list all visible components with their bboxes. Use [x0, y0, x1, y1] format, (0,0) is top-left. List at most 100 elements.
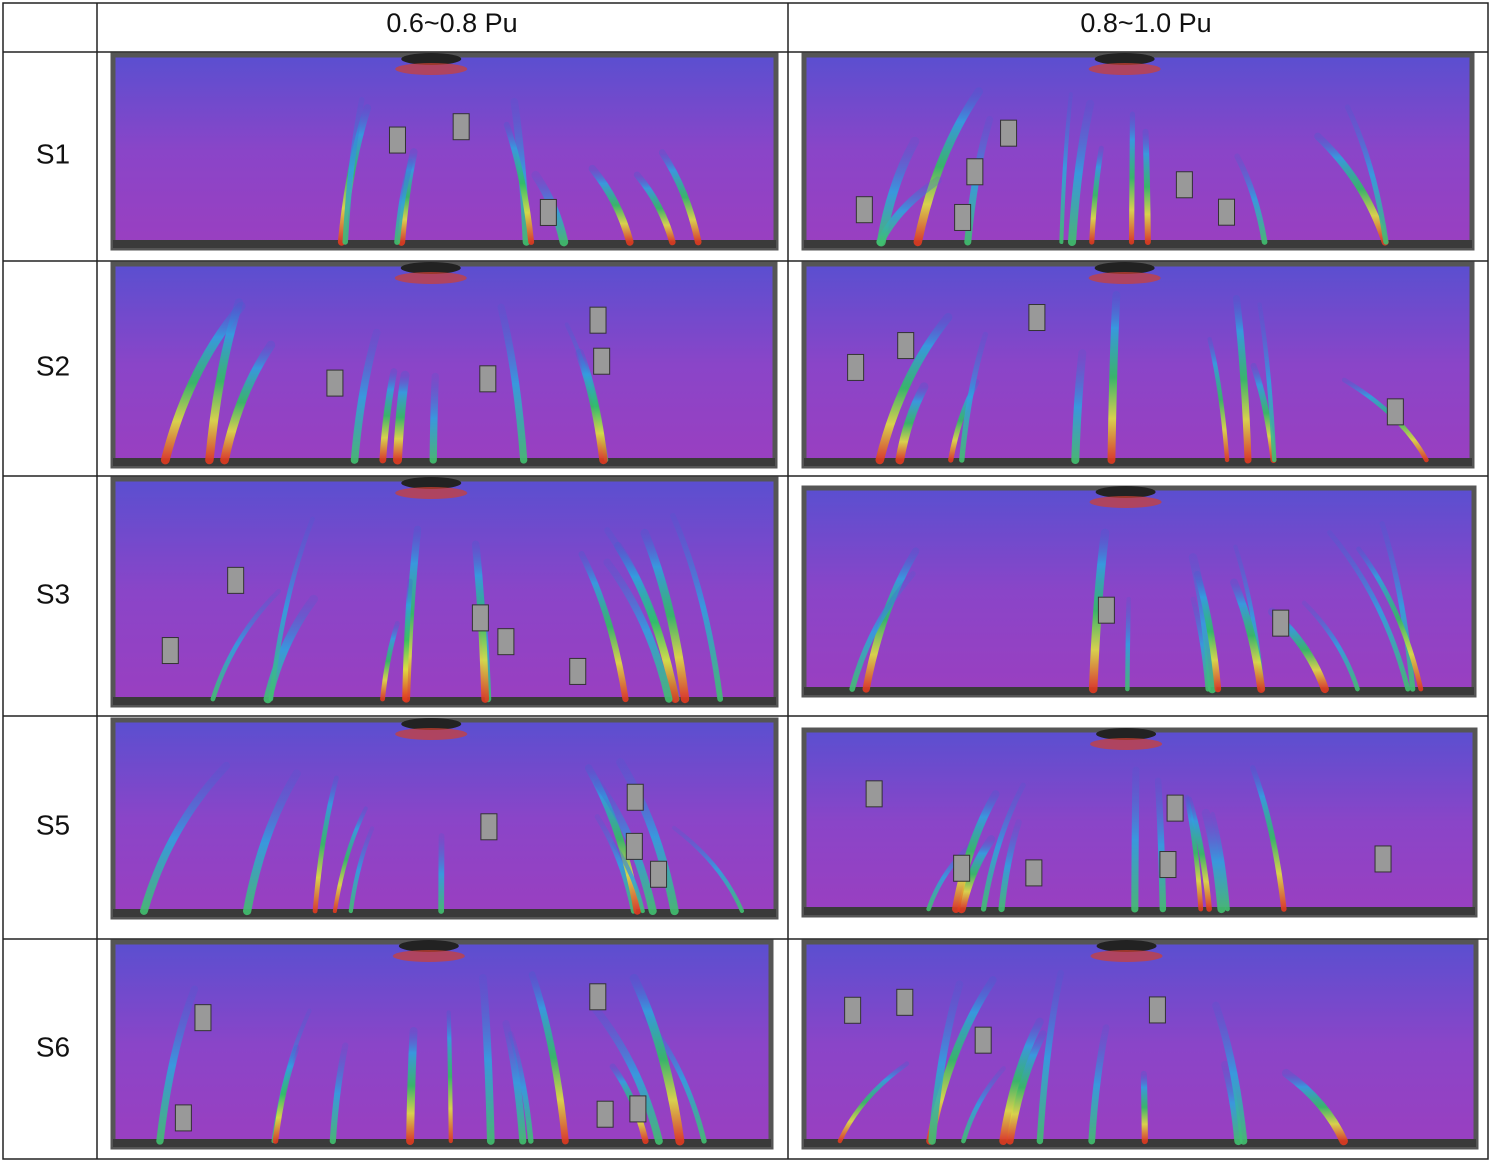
- marker: [174, 1104, 192, 1132]
- loading-point: [1094, 53, 1155, 65]
- crack: [957, 835, 996, 914]
- crack: [1232, 294, 1252, 464]
- marker: [847, 353, 865, 381]
- marker: [1386, 398, 1404, 426]
- crack: [633, 171, 676, 246]
- crack: [1059, 92, 1073, 245]
- marker: [1028, 304, 1046, 332]
- crack: [837, 1061, 910, 1144]
- marker: [471, 604, 489, 632]
- marker: [589, 983, 607, 1011]
- crack: [156, 985, 199, 1145]
- crack: [329, 1042, 349, 1145]
- strain-map-image: [801, 52, 1475, 251]
- crack: [629, 973, 685, 1146]
- crack: [1314, 132, 1389, 246]
- crack: [876, 176, 942, 246]
- loading-point: [400, 262, 461, 274]
- bottom-band: [804, 907, 1475, 915]
- crack: [1142, 128, 1151, 245]
- loading-zone: [1088, 63, 1161, 75]
- crack: [272, 1044, 300, 1144]
- marker: [589, 306, 607, 334]
- crack: [350, 328, 381, 464]
- marker: [954, 203, 972, 231]
- loading-point: [1096, 940, 1157, 952]
- crack: [952, 790, 1000, 913]
- crack: [670, 512, 724, 702]
- crack: [1140, 1070, 1148, 1145]
- marker: [625, 832, 643, 860]
- crack: [588, 164, 634, 246]
- bottom-band: [113, 458, 775, 466]
- marker: [388, 126, 406, 154]
- strain-map-image: [110, 476, 779, 708]
- marker: [452, 113, 470, 141]
- crack: [497, 303, 528, 464]
- crack: [503, 121, 535, 245]
- strain-map-image: [110, 939, 774, 1150]
- marker: [1148, 996, 1166, 1024]
- crack: [926, 843, 972, 912]
- crack: [1234, 153, 1268, 245]
- crack: [1230, 578, 1266, 693]
- image-background: [110, 52, 779, 251]
- strain-map-image: [801, 727, 1478, 918]
- marker: [497, 628, 515, 656]
- marker: [1000, 119, 1018, 147]
- row-label: S1: [36, 138, 70, 169]
- row-label: S5: [36, 809, 70, 840]
- marker: [227, 566, 245, 594]
- loading-point: [401, 718, 462, 730]
- marker: [974, 1026, 992, 1054]
- marker: [626, 783, 644, 811]
- crack: [1036, 969, 1064, 1145]
- crack: [429, 372, 439, 464]
- bottom-band: [804, 240, 1472, 248]
- marker: [896, 988, 914, 1016]
- crack: [1207, 336, 1230, 463]
- strain-map-image: [801, 261, 1475, 469]
- crack: [578, 551, 629, 703]
- crack: [591, 1004, 663, 1145]
- strain-map-image: [801, 485, 1477, 698]
- crack: [1327, 530, 1411, 692]
- loading-zone: [1090, 950, 1163, 962]
- crack: [1344, 104, 1389, 245]
- column-header: 0.8~1.0 Pu: [1080, 8, 1211, 38]
- crack: [479, 973, 495, 1145]
- crack: [342, 96, 365, 245]
- marker: [593, 347, 611, 375]
- crack: [1201, 808, 1226, 914]
- marker: [650, 860, 668, 888]
- crack: [1249, 765, 1287, 912]
- loading-zone: [394, 272, 467, 284]
- marker: [569, 657, 587, 685]
- marker: [844, 996, 862, 1024]
- image-background: [110, 717, 779, 920]
- crack: [998, 819, 1022, 913]
- crack: [1128, 111, 1136, 245]
- loading-point: [1094, 262, 1155, 274]
- bottom-band: [113, 697, 776, 705]
- crack: [875, 312, 953, 465]
- strain-map-image: [110, 261, 778, 469]
- loading-point: [401, 53, 462, 65]
- crack: [332, 806, 368, 914]
- loading-zone: [1088, 272, 1161, 284]
- crack: [1210, 811, 1230, 912]
- crack: [348, 826, 375, 914]
- crack: [980, 782, 1026, 912]
- strain-map-image: [110, 717, 779, 920]
- marker: [1272, 609, 1290, 637]
- crack: [140, 761, 231, 915]
- loading-zone: [392, 950, 465, 962]
- marker: [1374, 845, 1392, 873]
- crack: [603, 558, 673, 703]
- crack: [1186, 796, 1212, 912]
- row-label: S2: [36, 350, 70, 381]
- crack: [616, 758, 679, 916]
- image-background: [801, 939, 1479, 1150]
